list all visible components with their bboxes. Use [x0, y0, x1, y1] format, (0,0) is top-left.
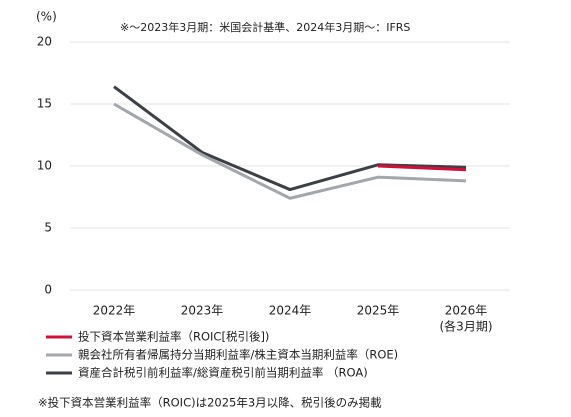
y-tick-label: 0 — [44, 283, 52, 297]
y-tick-label: 5 — [44, 221, 52, 235]
line-series — [113, 85, 467, 192]
note: ※～2023年3月期：米国会計基準、2024年3月期～：IFRS — [120, 20, 410, 34]
legend-label: 資産合計税引前利益率/総資産税引前当期利益率 （ROA) — [78, 366, 368, 380]
x-tick-label: 2026年 — [445, 304, 488, 318]
x-tick-label: 2022年 — [93, 304, 136, 318]
y-axis-label: (%) — [36, 10, 57, 24]
x-tick-label: 2025年 — [357, 304, 400, 318]
y-tick-label: 10 — [37, 159, 52, 173]
legend-label: 投下資本営業利益率（ROIC[税引後]) — [78, 330, 269, 344]
y-tick-label: 20 — [37, 35, 52, 49]
y-tick-label: 15 — [37, 97, 52, 111]
line-series — [377, 164, 467, 172]
x-tick-label: 2024年 — [269, 304, 312, 318]
footnote: ※投下資本営業利益率（ROIC)は2025年3月以降、税引後のみ掲載 — [38, 396, 382, 410]
line-series — [113, 102, 467, 200]
x-axis-note: (各3月期) — [440, 319, 493, 334]
legend-label: 親会社所有者帰属持分当期利益率/株主資本当期利益率（ROE) — [78, 348, 398, 362]
x-tick-label: 2023年 — [181, 304, 224, 318]
